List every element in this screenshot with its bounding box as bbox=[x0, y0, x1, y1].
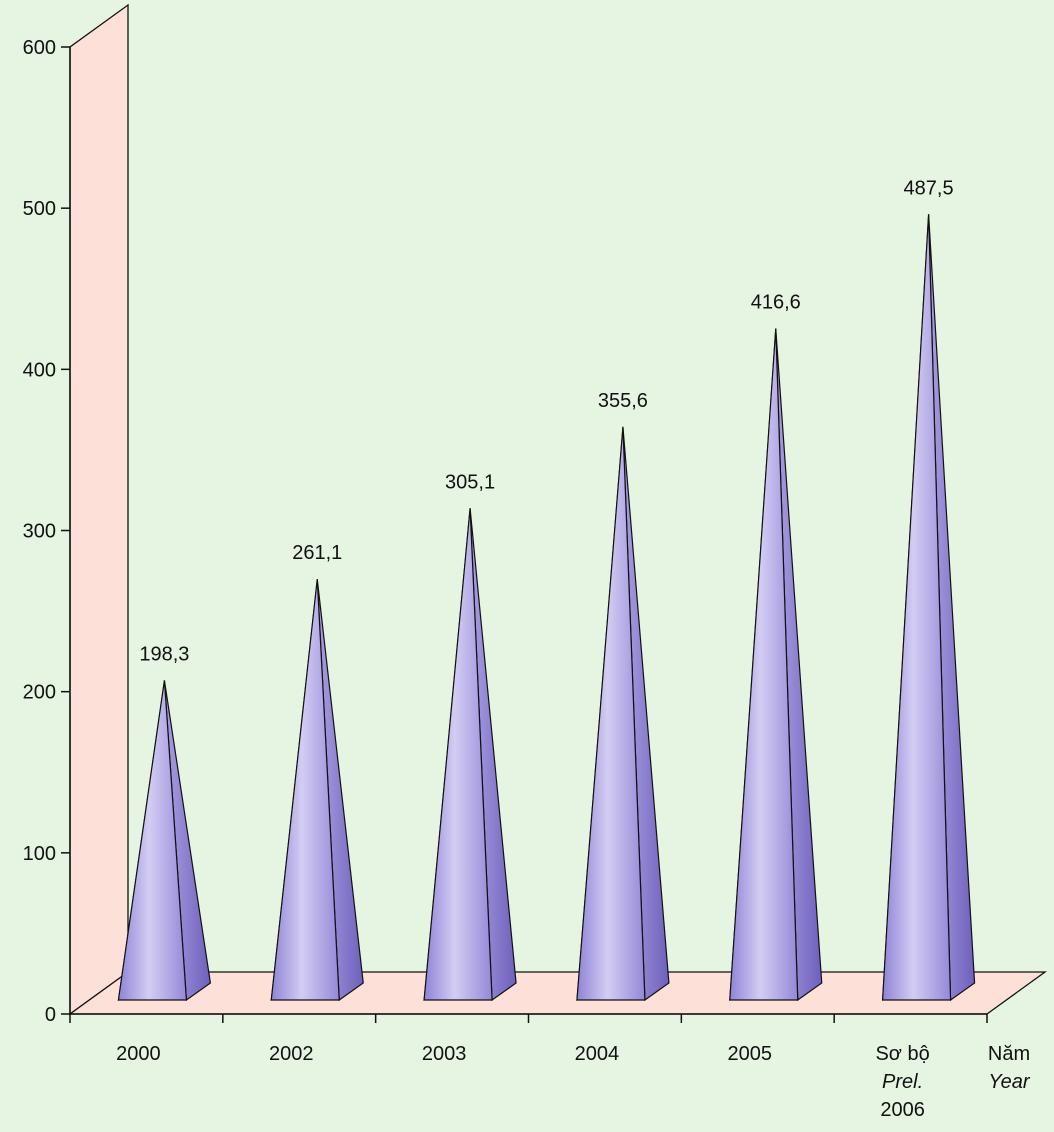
bar-value-label: 305,1 bbox=[445, 471, 495, 493]
bar-value-label: 261,1 bbox=[292, 542, 342, 564]
x-axis-title: Năm bbox=[988, 1043, 1030, 1065]
x-category-label: 2000 bbox=[116, 1043, 161, 1065]
bar-front-face bbox=[881, 214, 952, 1001]
bar-front-face bbox=[729, 328, 799, 1001]
bar-value-label: 198,3 bbox=[139, 643, 189, 665]
bar-value-label: 355,6 bbox=[598, 390, 648, 412]
pyramid-bar bbox=[729, 328, 823, 1002]
x-category-label: 2003 bbox=[422, 1043, 467, 1065]
bar-value-label: 487,5 bbox=[904, 177, 954, 199]
x-category-label: 2002 bbox=[269, 1043, 314, 1065]
y-tick-label: 100 bbox=[23, 843, 56, 865]
back-wall bbox=[69, 3, 129, 1016]
y-tick-label: 0 bbox=[45, 1004, 56, 1026]
x-category-label: 2005 bbox=[728, 1043, 773, 1065]
bar-front-face bbox=[270, 579, 340, 1001]
y-tick-label: 400 bbox=[23, 359, 56, 381]
pyramid-bar bbox=[117, 680, 212, 1002]
pyramid-bar bbox=[423, 508, 517, 1002]
bar-front-face bbox=[576, 426, 646, 1001]
y-tick-label: 200 bbox=[23, 682, 56, 704]
bar-front-face bbox=[423, 508, 493, 1001]
bar-front-face bbox=[117, 680, 188, 1001]
pyramid-bar bbox=[881, 214, 976, 1002]
x-category-label: Sơ bộ Prel. 2006 bbox=[875, 1043, 929, 1121]
pyramid-bar bbox=[576, 426, 670, 1002]
x-category-label: 2004 bbox=[575, 1043, 620, 1065]
x-axis-title-en: Year bbox=[988, 1071, 1030, 1093]
bar-value-label: 416,6 bbox=[751, 292, 801, 314]
pyramid-bar bbox=[270, 579, 364, 1002]
y-tick-label: 500 bbox=[23, 198, 56, 220]
y-tick-label: 600 bbox=[23, 37, 56, 59]
y-tick-label: 300 bbox=[23, 521, 56, 543]
